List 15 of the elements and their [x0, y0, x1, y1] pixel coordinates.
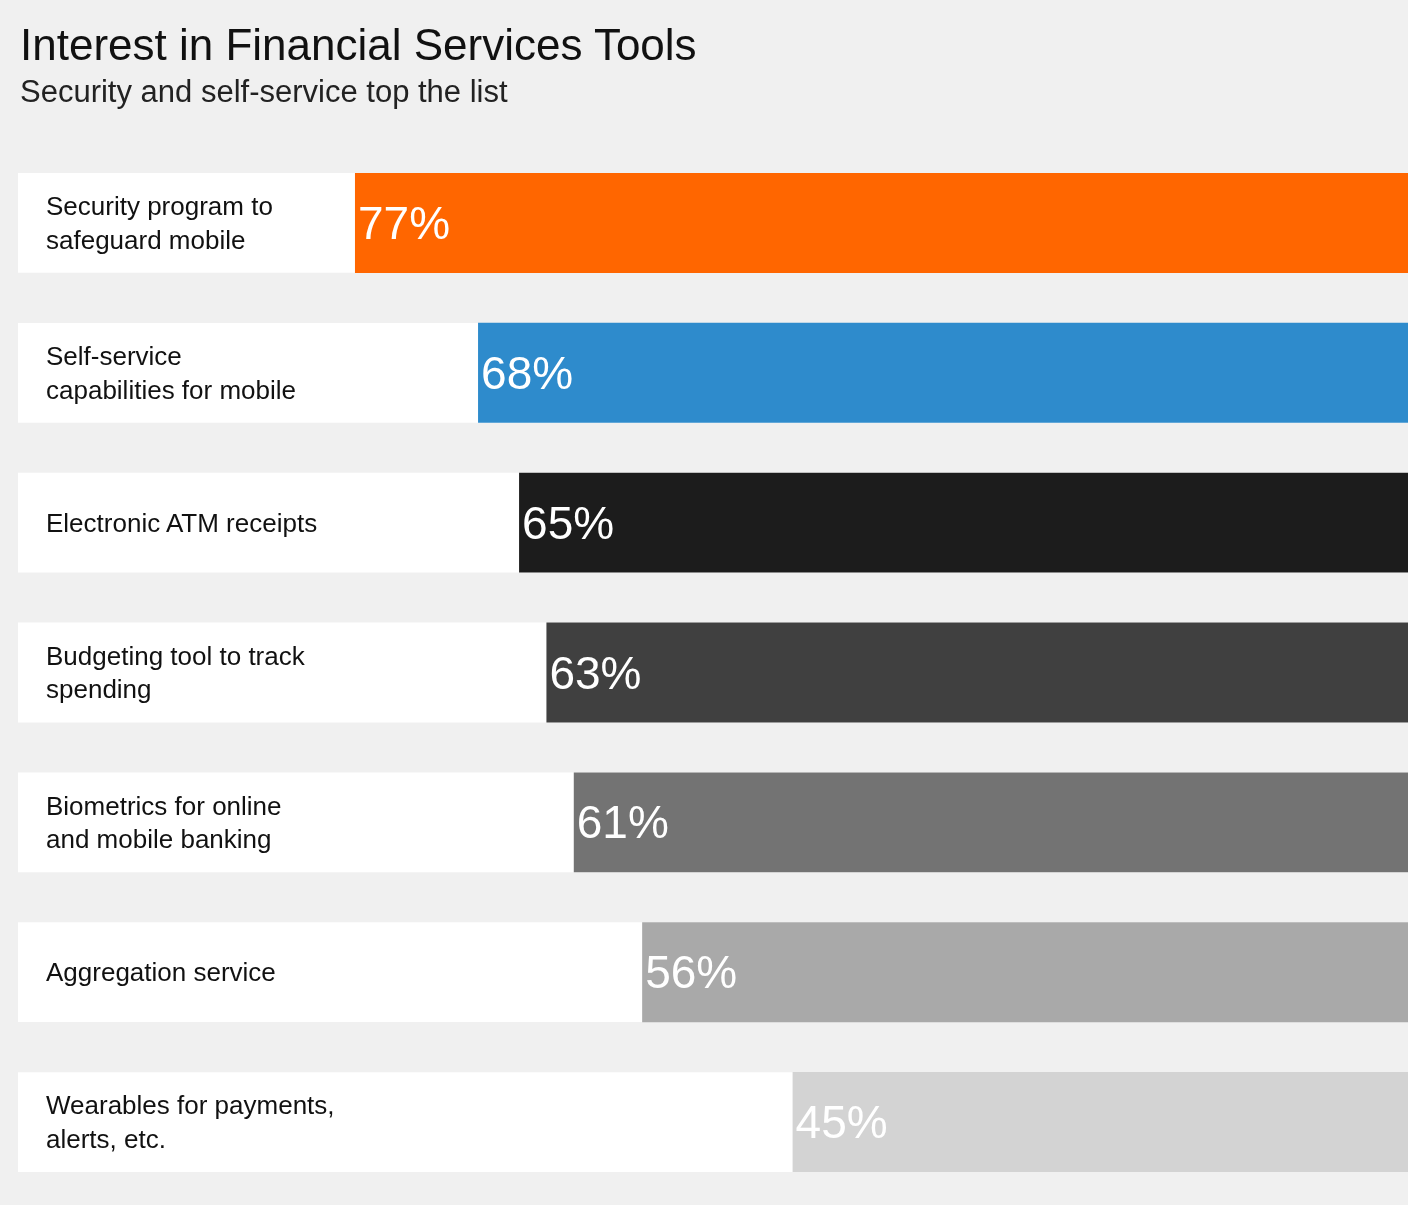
y-tick-label: Wearables for payments, alerts, etc. — [46, 1090, 335, 1155]
y-tick-label: Aggregation service — [46, 957, 276, 988]
chart-title: Interest in Financial Services Tools — [20, 20, 697, 69]
chart-subtitle: Security and self-service top the list — [20, 74, 508, 109]
data-label: 56% — [645, 946, 738, 999]
data-label: 61% — [576, 796, 669, 849]
y-tick-label: Security program to safeguard mobile — [46, 191, 273, 255]
data-label: 68% — [481, 346, 574, 399]
y-tick-label: Self-service capabilities for mobile — [46, 340, 297, 405]
data-label: 65% — [522, 496, 615, 549]
y-tick-label: Budgeting tool to track spending — [46, 640, 306, 705]
data-label: 77% — [357, 196, 451, 249]
y-tick-label: Electronic ATM receipts — [46, 507, 318, 538]
y-tick-label: Biometrics for online and mobile banking — [46, 790, 282, 855]
data-label: 63% — [549, 646, 642, 699]
